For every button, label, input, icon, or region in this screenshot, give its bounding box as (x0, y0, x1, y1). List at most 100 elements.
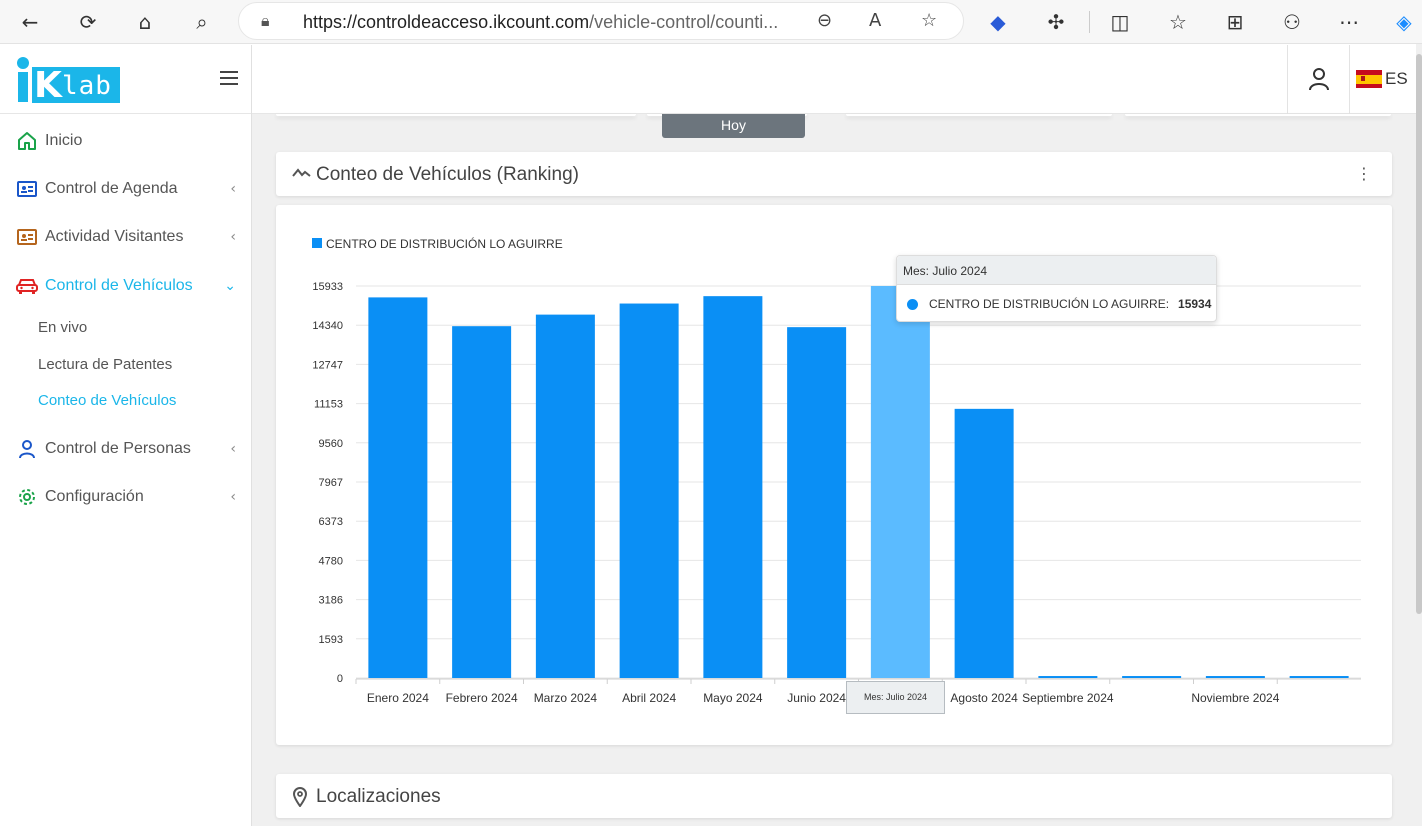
chart-bar (368, 297, 428, 678)
kebab-menu-icon[interactable]: ⋮ (1356, 164, 1372, 183)
chart-card: CENTRO DE DISTRIBUCIÓN LO AGUIRRE 0 1593 31… (276, 205, 1392, 745)
y-tick-label: 4780 (319, 555, 343, 567)
sidebar-item-label: Control de Vehículos (45, 277, 193, 294)
car-icon (16, 275, 38, 297)
y-tick-label: 1593 (319, 634, 343, 646)
url-text[interactable]: https://controldeacceso.ikcount.com/vehi… (303, 12, 779, 32)
ik-lab-logo[interactable]: K lab (16, 57, 126, 106)
toolbar-divider (1089, 11, 1090, 33)
x-tick-label: Noviembre 2024 (1191, 691, 1279, 705)
trend-line-icon (292, 165, 312, 183)
profile-switch-icon[interactable]: ⚇ (1283, 10, 1301, 34)
header-divider (1349, 45, 1350, 114)
chart-bar (619, 303, 679, 678)
sidebar-item-control-vehiculos[interactable]: Control de Vehículos ⌄ (16, 270, 240, 302)
chart-bar (954, 408, 1014, 678)
x-tick-label: Abril 2024 (622, 691, 676, 705)
sidebar-item-label: Configuración (45, 488, 144, 505)
chevron-left-icon: ‹ (230, 229, 236, 245)
scrollbar-thumb[interactable] (1416, 54, 1422, 614)
read-aloud-icon[interactable]: A (869, 10, 882, 31)
x-tick-label: Septiembre 2024 (1022, 691, 1114, 705)
split-screen-icon[interactable]: ◫ (1110, 10, 1130, 34)
language-selector[interactable]: ES (1356, 69, 1408, 89)
zoom-out-icon[interactable]: ⊖ (817, 10, 833, 31)
legend-label: CENTRO DE DISTRIBUCIÓN LO AGUIRRE (326, 236, 563, 251)
chart-bar (1205, 676, 1265, 678)
location-pin-icon (292, 787, 312, 808)
sidebar-subitem-conteo-vehiculos[interactable]: Conteo de Vehículos (38, 392, 177, 409)
legend-swatch (312, 238, 322, 248)
y-tick-label: 12747 (312, 359, 343, 371)
sidebar-item-label: Control de Personas (45, 440, 191, 457)
sidebar-item-control-agenda[interactable]: Control de Agenda ‹ (16, 173, 240, 205)
page-scrollbar[interactable] (1416, 44, 1422, 826)
tooltip-series-name: CENTRO DE DISTRIBUCIÓN LO AGUIRRE: (929, 297, 1170, 311)
logo-k-block: K lab (32, 65, 120, 106)
user-icon[interactable] (1308, 67, 1330, 91)
x-tick-label: Marzo 2024 (534, 691, 598, 705)
logo-k: K (34, 65, 62, 106)
browser-toolbar: ← ⟳ ⌂ ⌕ 🔒︎ https://controldeacceso.ikcou… (0, 0, 1422, 44)
address-bar[interactable]: 🔒︎ https://controldeacceso.ikcount.com/v… (238, 2, 964, 40)
sidebar-item-configuracion[interactable]: Configuración ‹ (16, 481, 240, 513)
tooltip-value: 15934 (1178, 297, 1212, 311)
logo-lab-text: lab (62, 71, 112, 101)
sidebar-item-label: Control de Agenda (45, 180, 178, 197)
x-tick-label: Mayo 2024 (703, 691, 763, 705)
bar-chart: CENTRO DE DISTRIBUCIÓN LO AGUIRRE0159331… (312, 236, 1361, 705)
extension-warning-icon[interactable]: ◆ (990, 10, 1006, 34)
copilot-icon[interactable]: ◈ (1396, 10, 1412, 34)
refresh-icon[interactable]: ⟳ (79, 10, 97, 34)
localizaciones-card-header: Localizaciones (276, 774, 1392, 818)
chart-bar (1289, 676, 1349, 678)
lock-icon[interactable]: 🔒︎ (261, 11, 270, 30)
sidebar-item-label: Inicio (45, 132, 83, 149)
y-tick-label: 9560 (319, 438, 343, 450)
sidebar-item-inicio[interactable]: Inicio (16, 125, 240, 157)
home-icon (16, 130, 38, 152)
sidebar-item-actividad-visitantes[interactable]: Actividad Visitantes ‹ (16, 221, 240, 253)
back-icon[interactable]: ← (21, 10, 39, 34)
extensions-icon[interactable]: ✣ (1047, 10, 1065, 34)
sidebar-item-control-personas[interactable]: Control de Personas ‹ (16, 433, 240, 465)
hoy-button[interactable]: Hoy (662, 114, 805, 138)
x-tick-label: Febrero 2024 (446, 691, 518, 705)
y-tick-label: 7967 (319, 477, 343, 489)
chart-tooltip: Mes: Julio 2024 CENTRO DE DISTRIBUCIÓN L… (896, 255, 1217, 322)
previous-card-edge (276, 114, 636, 116)
home-icon[interactable]: ⌂ (138, 10, 152, 34)
logo-i-mark (16, 57, 30, 103)
chart-bar (1122, 676, 1182, 678)
gear-icon (16, 486, 38, 508)
chart-bar (535, 314, 595, 678)
y-tick-label: 15933 (312, 281, 343, 293)
person-icon (16, 438, 38, 460)
y-tick-label: 3186 (319, 595, 343, 607)
previous-card-edge (846, 114, 1112, 116)
sidebar: K lab Inicio Control de Agenda ‹ Activid… (0, 45, 252, 826)
sidebar-subitem-lectura-patentes[interactable]: Lectura de Patentes (38, 356, 173, 373)
tooltip-series-dot (907, 298, 918, 310)
x-tick-label: Junio 2024 (787, 691, 846, 705)
top-header: ES (252, 45, 1422, 114)
chart-card-header: Conteo de Vehículos (Ranking) ⋮ (276, 152, 1392, 196)
more-options-icon[interactable]: ⋯ (1339, 10, 1359, 34)
search-icon[interactable]: ⌕ (196, 10, 208, 34)
hamburger-menu-icon[interactable] (220, 71, 238, 85)
chart-bar (452, 326, 512, 678)
x-tick-label: Enero 2024 (367, 691, 429, 705)
x-tick-label: Agosto 2024 (950, 691, 1018, 705)
id-card-icon (16, 178, 38, 200)
x-axis-tooltip: Mes: Julio 2024 (846, 681, 945, 714)
sidebar-subitem-en-vivo[interactable]: En vivo (38, 319, 88, 336)
y-tick-label: 6373 (319, 516, 343, 528)
chevron-left-icon: ‹ (230, 441, 236, 457)
favorites-icon[interactable]: ☆ (1169, 10, 1187, 34)
chart-card-title: Conteo de Vehículos (Ranking) (316, 164, 579, 185)
favorite-star-icon[interactable]: ☆ (921, 10, 938, 31)
y-tick-label: 11153 (314, 399, 343, 411)
chart-bar (703, 296, 763, 678)
chevron-left-icon: ‹ (230, 181, 236, 197)
collections-icon[interactable]: ⊞ (1226, 10, 1244, 34)
